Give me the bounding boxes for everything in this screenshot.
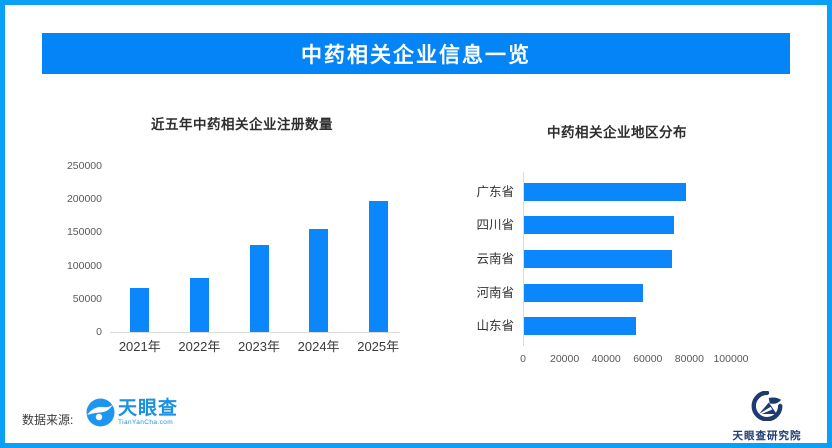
- x-tick-label: 100000: [713, 353, 749, 365]
- left-chart-title: 近五年中药相关企业注册数量: [151, 117, 333, 132]
- header-banner: 中药相关企业信息一览: [42, 33, 790, 74]
- x-category-label: 2022年: [178, 339, 221, 354]
- x-tick-label: 20000: [549, 353, 580, 365]
- x-axis-line: [110, 332, 400, 333]
- x-category-label: 2024年: [297, 339, 340, 354]
- bar: [249, 245, 269, 332]
- x-tick-label: 80000: [674, 353, 704, 365]
- bar: [524, 317, 636, 336]
- x-tick-label: 0: [520, 353, 526, 365]
- institute-mountain-icon: [751, 390, 783, 426]
- y-category-label: 四川省: [476, 218, 514, 233]
- bar: [368, 201, 388, 332]
- tianyancha-logo: 天眼查 TianYanCha.com: [86, 398, 178, 432]
- bar: [189, 278, 209, 332]
- y-tick-label: 250000: [66, 160, 102, 172]
- tianyancha-eye-icon: [86, 398, 115, 432]
- bar: [130, 288, 150, 332]
- y-category-label: 河南省: [476, 285, 514, 300]
- bar: [524, 216, 674, 235]
- y-category-label: 广东省: [476, 184, 514, 199]
- x-category-label: 2023年: [238, 339, 280, 354]
- y-tick-label: 100000: [66, 259, 102, 272]
- y-tick-label: 150000: [66, 226, 102, 239]
- y-category-label: 山东省: [476, 319, 514, 334]
- data-source-label: 数据来源:: [22, 413, 74, 427]
- y-tick-label: 0: [96, 326, 102, 338]
- bar: [524, 283, 643, 302]
- tianyancha-logo-text: 天眼查 TianYanCha.com: [118, 398, 178, 426]
- x-tick-label: 60000: [633, 353, 663, 365]
- tianyancha-logo-name: 天眼查: [118, 398, 179, 419]
- y-category-label: 云南省: [476, 252, 514, 266]
- tianyancha-logo-url: TianYanCha.com: [118, 419, 174, 426]
- institute-logo-name: 天眼查研究院: [732, 430, 802, 442]
- x-category-label: 2025年: [357, 339, 400, 354]
- bar: [309, 229, 329, 332]
- x-tick-label: 40000: [591, 353, 621, 365]
- bar: [524, 182, 686, 201]
- y-axis-line: [523, 172, 524, 346]
- right-chart-title: 中药相关企业地区分布: [547, 125, 687, 140]
- y-tick-label: 200000: [66, 193, 102, 206]
- x-category-label: 2021年: [118, 339, 161, 354]
- research-institute-logo: 天眼查研究院: [717, 390, 817, 443]
- bar: [524, 250, 672, 268]
- page-title: 中药相关企业信息一览: [301, 43, 531, 67]
- y-tick-label: 50000: [72, 292, 102, 305]
